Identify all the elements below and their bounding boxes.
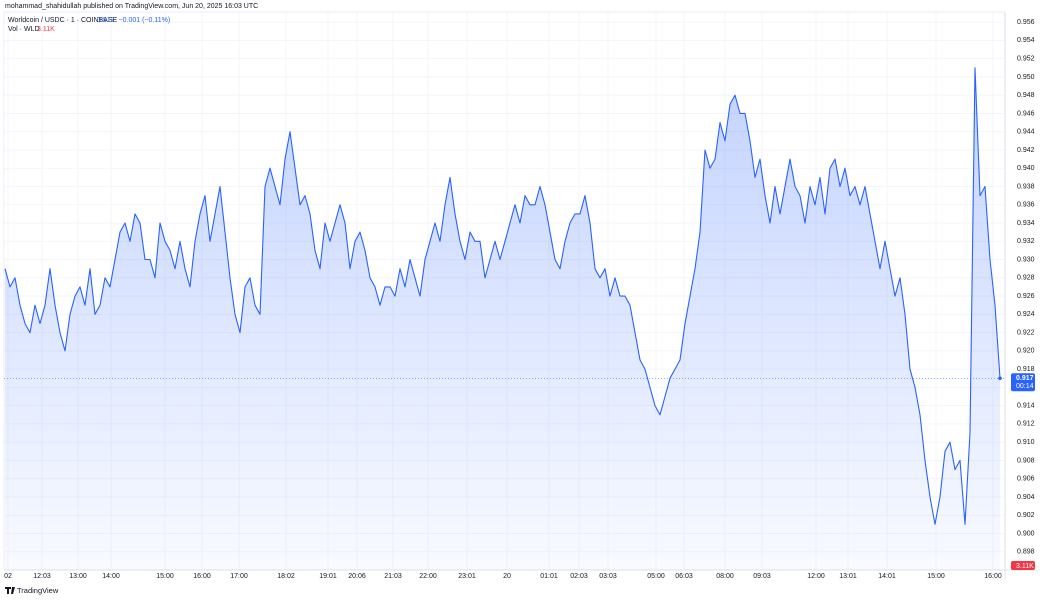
y-tick-label: 0.924 [1017, 311, 1035, 318]
y-tick-label: 0.902 [1017, 512, 1035, 519]
volume-value: 3.11K [37, 26, 55, 33]
x-tick-label: 21:03 [384, 573, 402, 580]
last-price-dot [998, 376, 1002, 381]
volume-title: Vol · WLD [8, 26, 40, 33]
header-price: 0.917 [97, 17, 115, 24]
y-tick-label: 0.904 [1017, 494, 1035, 501]
attribution: mohammad_shahidullah published on Tradin… [5, 3, 258, 10]
y-tick-label: 0.898 [1017, 549, 1035, 556]
y-tick-label: 0.936 [1017, 202, 1035, 209]
x-tick-label: 14:00 [102, 573, 120, 580]
y-tick-label: 0.938 [1017, 183, 1035, 190]
y-tick-label: 0.922 [1017, 329, 1035, 336]
x-tick-label: 02:03 [570, 573, 588, 580]
y-tick-label: 0.956 [1017, 19, 1035, 26]
y-tick-label: 0.944 [1017, 129, 1035, 136]
price-badge [1011, 373, 1035, 392]
x-tick-label: 13:01 [839, 573, 857, 580]
x-tick-label: 20 [503, 573, 511, 580]
y-tick-label: 0.950 [1017, 74, 1035, 81]
x-tick-label: 15:00 [927, 573, 945, 580]
price-line [4, 67, 1001, 525]
y-tick-label: 0.914 [1017, 402, 1035, 409]
branding: TradingView [5, 586, 59, 595]
brand-name: TradingView [17, 586, 59, 595]
x-tick-label: 15:00 [156, 573, 174, 580]
y-tick-label: 0.918 [1017, 366, 1035, 373]
y-tick-label: 0.926 [1017, 293, 1035, 300]
x-tick-label: 22:00 [419, 573, 437, 580]
x-tick-label: 19:01 [319, 573, 337, 580]
price-area [5, 67, 1000, 571]
legend: Worldcoin / USDC · 1 · COINBASE 0.917 −0… [8, 17, 170, 33]
x-tick-label: 03:03 [599, 573, 617, 580]
x-tick-label: 17:00 [230, 573, 248, 580]
x-tick-label: 12:03 [33, 573, 51, 580]
plot [4, 67, 1005, 571]
y-tick-label: 0.932 [1017, 238, 1035, 245]
y-tick-label: 0.954 [1017, 37, 1035, 44]
y-tick-label: 0.906 [1017, 476, 1035, 483]
y-tick-label: 0.910 [1017, 439, 1035, 446]
y-tick-label: 0.908 [1017, 457, 1035, 464]
x-tick-label: 06:03 [675, 573, 693, 580]
price-badge-countdown: 00:14 [1016, 383, 1034, 390]
y-tick-label: 0.928 [1017, 275, 1035, 282]
y-tick-label: 0.940 [1017, 165, 1035, 172]
x-tick-label: 18:02 [277, 573, 295, 580]
y-tick-label: 0.952 [1017, 55, 1035, 62]
y-tick-label: 0.930 [1017, 256, 1035, 263]
x-tick-label: 12:00 [807, 573, 825, 580]
symbol-title: Worldcoin / USDC · 1 · COINBASE [8, 17, 118, 24]
x-tick-label: 16:00 [193, 573, 211, 580]
x-tick-label: 05:00 [647, 573, 665, 580]
header-change: −0.001 (−0.11%) [119, 17, 171, 24]
x-tick-label: 08:00 [716, 573, 734, 580]
x-tick-label: 14:01 [878, 573, 896, 580]
volume-badge [1011, 561, 1035, 570]
y-tick-label: 0.948 [1017, 92, 1035, 99]
x-tick-label: 16:00 [984, 573, 1002, 580]
y-tick-label: 0.920 [1017, 348, 1035, 355]
price-badge-value: 0.917 [1016, 375, 1034, 382]
y-tick-label: 0.942 [1017, 147, 1035, 154]
y-tick-label: 0.912 [1017, 421, 1035, 428]
x-tick-label: 09:03 [753, 573, 771, 580]
x-tick-label: 01:01 [540, 573, 558, 580]
x-tick-label: 13:00 [69, 573, 87, 580]
y-tick-label: 0.900 [1017, 530, 1035, 537]
x-tick-label: 02 [4, 573, 12, 580]
y-tick-label: 0.946 [1017, 110, 1035, 117]
x-tick-label: 23:01 [458, 573, 476, 580]
volume-badge-value: 3.11K [1016, 563, 1034, 570]
logo-icon [5, 587, 15, 594]
x-tick-label: 20:06 [348, 573, 366, 580]
axes: 0.898 0.900 0.902 0.904 0.906 0.908 0.910 0.912… [4, 19, 1035, 580]
y-tick-label: 0.934 [1017, 220, 1035, 227]
